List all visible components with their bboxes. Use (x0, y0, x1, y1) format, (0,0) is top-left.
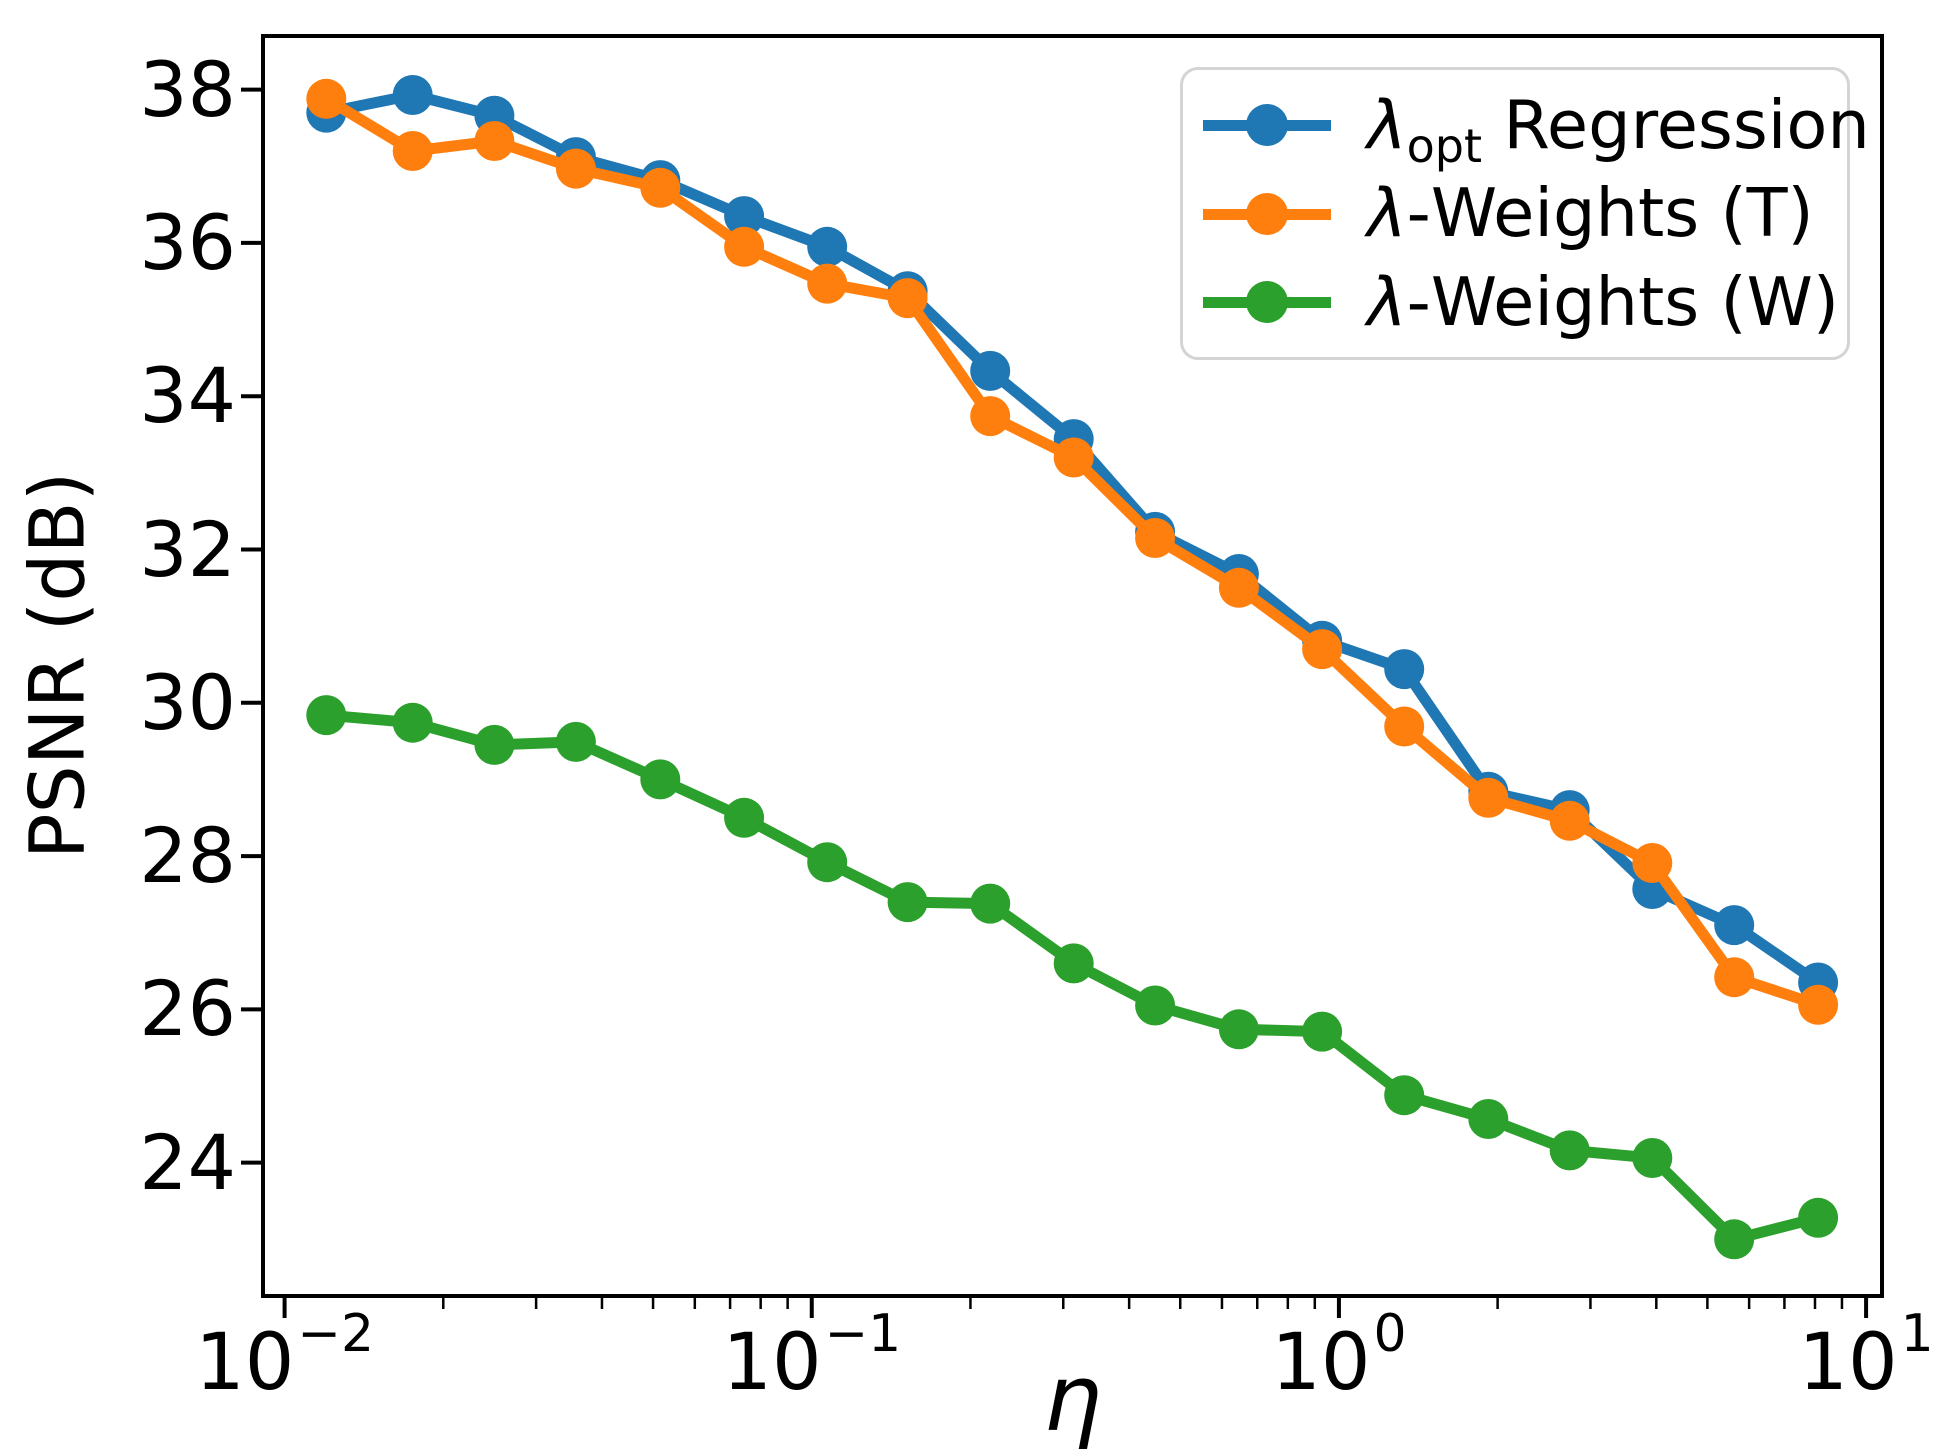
legend-line-marker-blue (1203, 103, 1331, 147)
x-tick-label: 10 1 (1798, 1304, 1934, 1408)
y-tick-label: 24 (139, 1117, 236, 1207)
data-point-series-2 (1714, 1219, 1755, 1260)
data-point-series-1 (474, 121, 515, 161)
y-tick-label: 38 (139, 44, 236, 134)
data-point-series-2 (807, 842, 848, 883)
lambda-symbol: λ (1367, 262, 1407, 341)
data-point-series-1 (1798, 984, 1839, 1025)
data-point-series-2 (1053, 943, 1094, 984)
legend-label: λ-Weights (W) (1367, 268, 1839, 336)
y-axis-title: PSNR (dB) (12, 471, 102, 860)
y-tick-label: 28 (139, 811, 236, 901)
data-point-series-1 (970, 396, 1011, 437)
legend-item-weights-t: λ-Weights (T) (1203, 180, 1847, 247)
data-point-series-2 (1135, 985, 1176, 1026)
legend: λopt Regression λ-Weights (T) λ-Weights … (1180, 67, 1870, 360)
data-point-series-1 (1053, 437, 1094, 478)
data-point-series-2 (1302, 1011, 1343, 1052)
data-point-series-0 (392, 75, 433, 115)
y-tick-label: 32 (139, 504, 236, 594)
data-point-series-2 (1798, 1197, 1839, 1238)
legend-label: λ-Weights (T) (1367, 180, 1814, 247)
legend-label: λopt Regression (1367, 91, 1870, 169)
data-point-series-1 (1549, 800, 1590, 841)
data-point-series-2 (474, 724, 515, 765)
x-tick-label: 10 −2 (195, 1304, 375, 1408)
data-point-series-2 (970, 883, 1011, 924)
x-axis-title: η (1043, 1345, 1102, 1452)
x-tick-label: 10 0 (1271, 1304, 1407, 1408)
data-point-series-1 (887, 278, 928, 319)
data-point-series-0 (1714, 905, 1755, 946)
data-point-series-2 (1549, 1130, 1590, 1171)
data-point-series-1 (1135, 518, 1176, 558)
legend-line-marker-green (1203, 280, 1331, 324)
legend-label-text: Regression (1482, 85, 1870, 164)
x-tick-label: 10 −1 (722, 1304, 902, 1408)
data-point-series-2 (887, 882, 928, 923)
lambda-subscript: opt (1406, 118, 1483, 173)
data-point-series-1 (1218, 567, 1259, 608)
data-point-series-1 (555, 148, 596, 189)
legend-line-marker-orange (1203, 192, 1331, 236)
data-point-series-1 (1302, 629, 1343, 670)
data-point-series-1 (1714, 957, 1755, 998)
legend-item-weights-w: λ-Weights (W) (1203, 268, 1847, 336)
legend-label-text: -Weights (T) (1406, 174, 1814, 252)
data-point-series-2 (640, 759, 681, 800)
y-tick-label: 34 (139, 351, 236, 441)
data-point-series-2 (724, 797, 765, 838)
data-point-series-0 (807, 226, 848, 267)
data-point-series-1 (306, 78, 347, 119)
lambda-symbol: λ (1367, 85, 1407, 164)
data-point-series-1 (1468, 777, 1509, 818)
data-point-series-2 (306, 695, 347, 736)
data-point-series-1 (724, 226, 765, 267)
axes-border (261, 34, 1884, 1298)
legend-item-regression: λopt Regression (1203, 91, 1870, 169)
y-tick-label: 36 (139, 197, 236, 287)
legend-label-text: -Weights (W) (1406, 262, 1839, 341)
data-point-series-2 (1218, 1009, 1259, 1050)
data-point-series-2 (392, 702, 433, 743)
data-point-series-0 (724, 196, 765, 237)
data-point-series-1 (1632, 843, 1673, 883)
data-point-series-1 (392, 131, 433, 171)
data-point-series-1 (1384, 706, 1425, 747)
y-tick-label: 30 (139, 657, 236, 747)
data-point-series-1 (640, 167, 681, 208)
data-point-series-2 (1384, 1075, 1425, 1116)
y-tick-label: 26 (139, 964, 236, 1054)
data-point-series-2 (1632, 1138, 1673, 1178)
data-point-series-0 (970, 350, 1011, 391)
data-point-series-2 (555, 721, 596, 762)
lambda-symbol: λ (1367, 174, 1407, 252)
data-point-series-1 (807, 263, 848, 304)
data-point-series-0 (1384, 649, 1425, 690)
data-point-series-2 (1468, 1099, 1509, 1139)
